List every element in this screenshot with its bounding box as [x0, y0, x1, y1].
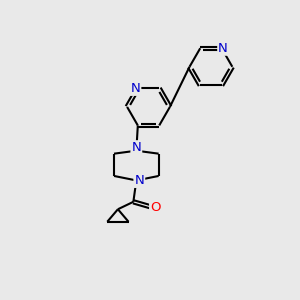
Text: N: N	[131, 141, 141, 154]
Text: N: N	[218, 42, 228, 55]
Text: N: N	[130, 82, 140, 95]
Text: N: N	[134, 174, 144, 187]
Text: O: O	[150, 201, 160, 214]
